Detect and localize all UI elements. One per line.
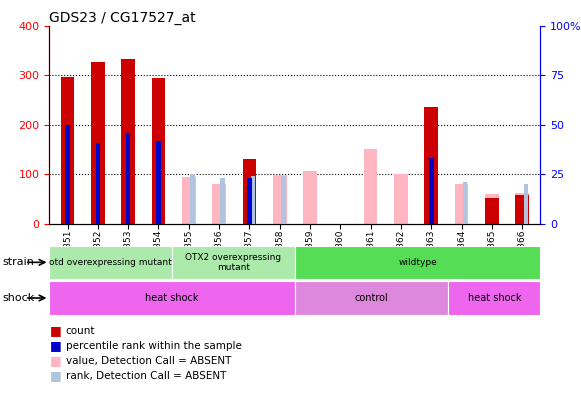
Text: rank, Detection Call = ABSENT: rank, Detection Call = ABSENT — [66, 371, 226, 381]
Text: value, Detection Call = ABSENT: value, Detection Call = ABSENT — [66, 356, 231, 366]
Bar — [251, 176, 255, 224]
Bar — [449, 281, 540, 315]
Bar — [61, 77, 74, 224]
Text: OTX2 overexpressing
mutant: OTX2 overexpressing mutant — [185, 253, 282, 272]
Bar — [295, 281, 449, 315]
Bar — [515, 195, 529, 224]
Bar — [429, 158, 433, 224]
Bar — [364, 149, 378, 224]
Text: heat shock: heat shock — [468, 293, 521, 303]
Bar — [49, 281, 295, 315]
Bar — [91, 62, 105, 224]
Bar — [49, 246, 172, 279]
Bar — [121, 59, 135, 224]
Bar — [455, 184, 468, 224]
Bar — [485, 194, 498, 224]
Text: GDS23 / CG17527_at: GDS23 / CG17527_at — [49, 11, 196, 25]
Bar — [424, 107, 438, 224]
Bar — [65, 125, 70, 224]
Bar — [281, 176, 286, 224]
Text: ■: ■ — [49, 339, 61, 352]
Bar — [485, 198, 498, 224]
Text: percentile rank within the sample: percentile rank within the sample — [66, 341, 242, 351]
Text: control: control — [354, 293, 389, 303]
Bar — [182, 177, 196, 224]
Bar — [243, 175, 256, 224]
Bar — [126, 133, 131, 224]
Bar — [515, 193, 529, 224]
Bar — [303, 171, 317, 224]
Text: ■: ■ — [49, 354, 61, 367]
Bar — [394, 174, 408, 224]
Bar — [156, 141, 161, 224]
Text: shock: shock — [3, 293, 35, 303]
Text: ■: ■ — [49, 324, 61, 337]
Bar — [212, 184, 226, 224]
Bar — [172, 246, 295, 279]
Bar — [96, 143, 100, 224]
Text: strain: strain — [3, 257, 35, 267]
Text: heat shock: heat shock — [145, 293, 199, 303]
Text: otd overexpressing mutant: otd overexpressing mutant — [49, 258, 172, 267]
Bar — [220, 178, 225, 224]
Bar — [247, 178, 252, 224]
Bar — [152, 78, 166, 224]
Bar — [243, 159, 256, 224]
Text: count: count — [66, 326, 95, 336]
Text: wildtype: wildtype — [398, 258, 437, 267]
Bar — [190, 174, 195, 224]
Bar — [295, 246, 540, 279]
Bar — [273, 175, 286, 224]
Bar — [463, 182, 468, 224]
Text: ■: ■ — [49, 369, 61, 382]
Bar — [523, 184, 528, 224]
